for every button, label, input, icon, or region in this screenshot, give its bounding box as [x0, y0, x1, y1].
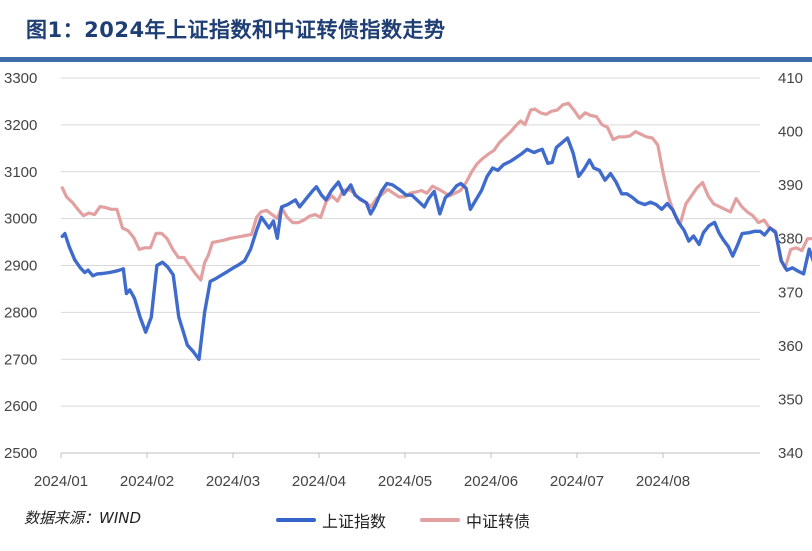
- x-tick-label: 2024/04: [292, 473, 346, 490]
- right-tick-label: 350: [778, 391, 803, 408]
- left-tick-label: 3100: [4, 164, 37, 181]
- legend-label-cb: 中证转债: [466, 512, 531, 531]
- legend-swatch-cb: [420, 518, 460, 522]
- x-tick-label: 2024/06: [464, 473, 518, 490]
- left-tick-label: 2600: [4, 398, 37, 415]
- legend-label-sse: 上证指数: [322, 512, 387, 531]
- legend-swatch-sse: [276, 518, 316, 522]
- right-tick-label: 370: [778, 284, 803, 301]
- right-axis-ticks: 340 350 360 370 380 390 400 410: [778, 70, 803, 462]
- title-rule: [0, 57, 812, 62]
- right-tick-label: 400: [778, 124, 803, 141]
- source-note: 数据来源：WIND: [24, 509, 142, 527]
- left-tick-label: 3300: [4, 70, 37, 87]
- left-tick-label: 3000: [4, 211, 37, 228]
- x-tick-label: 2024/07: [550, 473, 604, 490]
- left-axis-ticks: 2500 2600 2700 2800 2900 3000 3100 3200 3300: [4, 70, 37, 462]
- left-tick-label: 2500: [4, 445, 37, 462]
- right-tick-label: 410: [778, 70, 803, 87]
- chart-title: 图1：2024年上证指数和中证转债指数走势: [26, 18, 446, 42]
- left-tick-label: 3200: [4, 117, 37, 134]
- left-tick-label: 2700: [4, 351, 37, 368]
- x-tick-label: 2024/01: [34, 473, 88, 490]
- right-tick-label: 390: [778, 177, 803, 194]
- x-tick-label: 2024/08: [636, 473, 690, 490]
- right-tick-label: 380: [778, 231, 803, 248]
- left-tick-label: 2900: [4, 258, 37, 275]
- x-tick-label: 2024/03: [206, 473, 260, 490]
- legend-item-cb: 中证转债: [420, 508, 530, 532]
- gridlines: [61, 77, 760, 454]
- legend-item-sse: 上证指数: [276, 508, 386, 532]
- left-tick-label: 2800: [4, 304, 37, 321]
- series-line-sse: [60, 136, 812, 361]
- series-lines: [60, 101, 812, 361]
- x-tick-label: 2024/05: [378, 473, 432, 490]
- right-tick-label: 340: [778, 445, 803, 462]
- x-axis-ticks: 2024/01 2024/02 2024/03 2024/04 2024/05 2024/…: [34, 453, 690, 490]
- x-tick-label: 2024/02: [120, 473, 174, 490]
- line-chart: 2500 2600 2700 2800 2900 3000 3100 3200 3300 340…: [4, 70, 812, 490]
- right-tick-label: 360: [778, 338, 803, 355]
